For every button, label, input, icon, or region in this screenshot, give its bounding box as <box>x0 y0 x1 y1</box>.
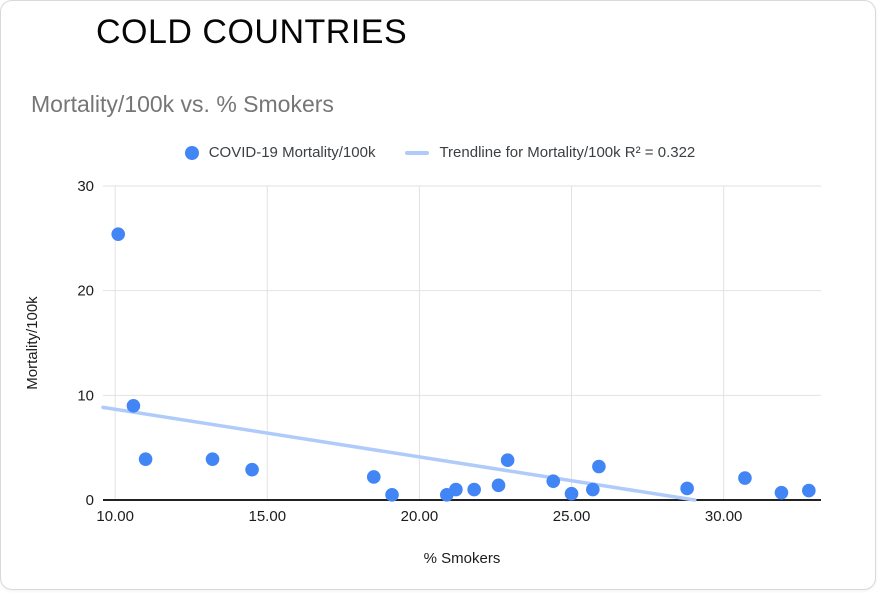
y-axis-title: Mortality/100k <box>24 296 41 390</box>
x-tick-label: 10.00 <box>96 508 134 525</box>
data-point[interactable] <box>385 487 399 502</box>
data-point[interactable] <box>774 485 789 500</box>
scatter-point-icon <box>184 145 199 160</box>
data-point[interactable] <box>680 481 694 496</box>
x-tick-label: 30.00 <box>705 508 743 525</box>
data-point[interactable] <box>126 399 141 413</box>
data-point[interactable] <box>138 452 153 466</box>
data-point[interactable] <box>500 453 515 468</box>
data-point[interactable] <box>366 470 381 484</box>
data-point[interactable] <box>738 471 752 485</box>
page-title: COLD COUNTRIES <box>96 13 408 51</box>
data-point[interactable] <box>546 474 561 488</box>
data-point[interactable] <box>491 478 506 493</box>
chart-title: Mortality/100k vs. % Smokers <box>31 91 334 117</box>
trendline[interactable] <box>101 405 697 502</box>
y-tick-label: 0 <box>86 492 94 509</box>
data-point[interactable] <box>802 483 816 498</box>
data-point[interactable] <box>467 482 481 497</box>
x-tick-label: 25.00 <box>553 508 591 525</box>
y-tick-label: 10 <box>77 387 94 404</box>
data-point[interactable] <box>245 462 259 477</box>
legend-label-trendline: Trendline for Mortality/100k R² = 0.322 <box>439 144 696 161</box>
trendline-icon <box>405 150 430 155</box>
data-point[interactable] <box>592 459 606 474</box>
data-point[interactable] <box>564 486 579 501</box>
data-point[interactable] <box>449 482 463 497</box>
legend-label-mortality: COVID-19 Mortality/100k <box>208 144 376 161</box>
y-tick-label: 20 <box>77 283 94 300</box>
legend-item-trendline[interactable]: Trendline for Mortality/100k R² = 0.322 <box>405 144 695 161</box>
data-point[interactable] <box>111 227 126 241</box>
legend-item-mortality[interactable]: COVID-19 Mortality/100k <box>184 144 376 161</box>
data-point[interactable] <box>205 452 220 466</box>
x-tick-label: 20.00 <box>401 508 439 525</box>
x-tick-label: 15.00 <box>249 508 287 525</box>
x-axis-title: % Smokers <box>424 550 501 567</box>
data-point[interactable] <box>586 482 600 497</box>
chart-legend: COVID-19 Mortality/100k Trendline for Mo… <box>1 144 878 161</box>
y-tick-label: 30 <box>77 178 94 195</box>
